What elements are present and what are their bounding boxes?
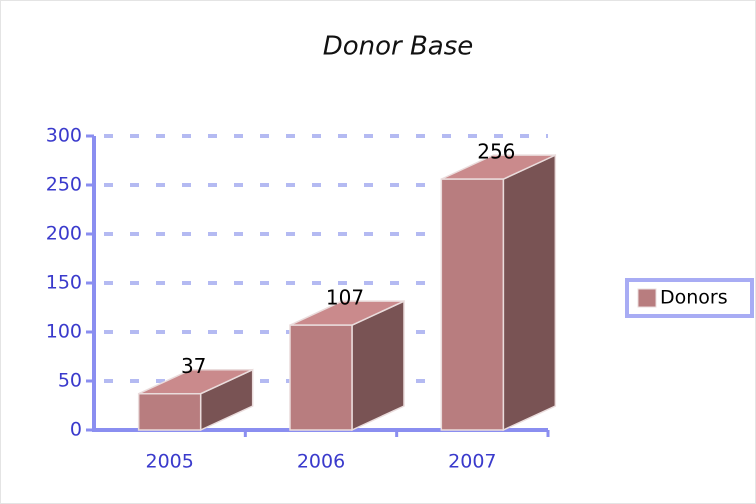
y-tick-label: 150 xyxy=(46,272,82,294)
bar-front xyxy=(137,392,202,431)
legend-swatch xyxy=(637,288,657,308)
y-tick-label: 250 xyxy=(46,174,82,196)
x-tick-label: 2006 xyxy=(297,451,345,473)
y-tick-label: 0 xyxy=(70,419,82,441)
data-label: 107 xyxy=(326,286,364,310)
data-label: 37 xyxy=(181,354,206,378)
legend-label: Donors xyxy=(660,287,728,309)
data-label: 256 xyxy=(477,140,515,164)
y-tick-label: 200 xyxy=(46,223,82,245)
y-tick-label: 300 xyxy=(46,125,82,147)
bar-front xyxy=(440,178,505,431)
bar-front xyxy=(289,324,353,431)
bar xyxy=(289,299,405,432)
bar xyxy=(137,368,254,432)
bar-side xyxy=(502,153,557,432)
x-tick-label: 2005 xyxy=(145,451,193,473)
x-tick-label: 2007 xyxy=(448,451,496,473)
chart-title: Donor Base xyxy=(323,32,474,62)
y-tick-label: 100 xyxy=(46,321,82,343)
bar xyxy=(440,153,557,432)
y-tick-label: 50 xyxy=(58,370,82,392)
